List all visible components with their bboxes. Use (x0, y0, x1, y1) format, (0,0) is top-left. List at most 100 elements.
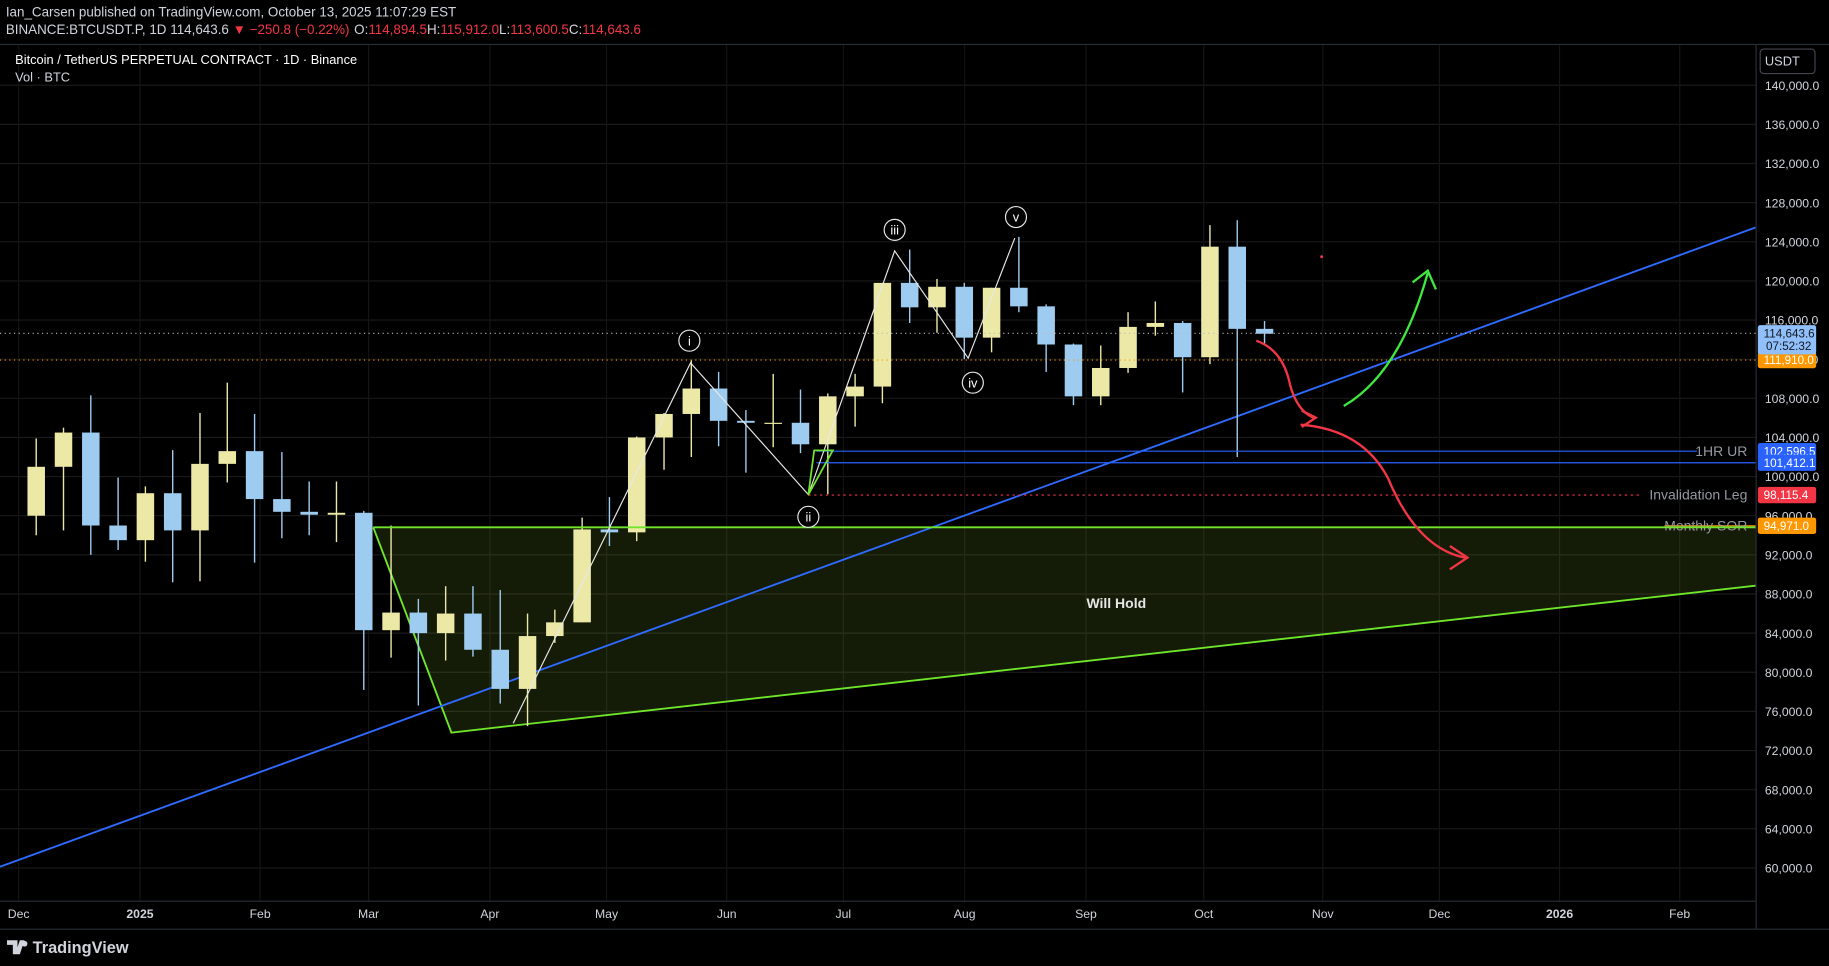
candle-body (54, 432, 73, 467)
candle-body (27, 466, 45, 516)
candles (27, 220, 1274, 727)
publisher: Ian_Carsen (6, 4, 75, 19)
wave-circle (961, 371, 984, 394)
y-tick-label: 132,000.0 (1765, 157, 1820, 171)
candle-body (273, 499, 291, 512)
wave-label: i (688, 333, 691, 348)
y-tick-label: 60,000.0 (1765, 862, 1813, 876)
zone-label: Will Hold (1086, 595, 1146, 611)
x-tick-label: Jul (836, 907, 852, 921)
hold-zone (373, 527, 1756, 733)
legend-volume: Vol · BTC (15, 70, 70, 85)
ohlc-value: 115,912.0 (440, 22, 499, 37)
candle-body (682, 388, 701, 414)
wave-circle (883, 218, 906, 241)
red-arrowhead (1449, 545, 1470, 571)
y-tick-label: 92,000.0 (1765, 549, 1813, 563)
candle-body (655, 413, 673, 438)
red-arrowhead (1301, 409, 1319, 428)
wave-path (512, 237, 1016, 724)
wave-label: iii (890, 223, 899, 238)
candle-body (546, 622, 564, 637)
quote-line: BINANCE:BTCUSDT.P, 1D 114,643.6 ▼ −250.8… (6, 22, 641, 37)
y-tick-label: 80,000.0 (1765, 666, 1813, 680)
y-tick-label: 88,000.0 (1765, 588, 1813, 602)
price-badge-label: 101,412.1 (1764, 457, 1816, 470)
candle-body (600, 529, 619, 533)
level-name: 1HR UR (1695, 443, 1747, 459)
candle-body (1119, 326, 1137, 368)
x-tick-label: Feb (1669, 907, 1690, 921)
ohlc-label: C: (569, 22, 582, 37)
candle-body (218, 451, 237, 464)
y-tick-label: 72,000.0 (1765, 744, 1813, 758)
candle-body (1146, 322, 1165, 327)
price-badge (1757, 454, 1817, 471)
x-tick-label: Apr (480, 907, 499, 921)
price-badge (1757, 486, 1817, 504)
x-tick-label: Dec (1429, 907, 1451, 921)
x-tick-label: May (595, 907, 619, 921)
green-arrowhead (1411, 268, 1437, 290)
candle-body (1064, 344, 1083, 397)
candle-body (873, 282, 892, 387)
candle-body (1201, 246, 1219, 358)
ohlc-value: 113,600.5 (510, 22, 569, 37)
levels: 1HR UR Invalidation Leg Monthly SOR (0, 332, 1756, 533)
y-tick-label: 124,000.0 (1765, 235, 1820, 249)
logo-mark (6, 940, 25, 955)
y-axis: 60,000.0 64,000.0 68,000.0 72,000.0 76,000.0… (1765, 79, 1820, 876)
x-tick-label: Sep (1075, 907, 1097, 921)
symbol: BINANCE:BTCUSDT.P, 1D (6, 22, 167, 37)
candle-body (982, 287, 1001, 338)
x-axis: Dec 2025 Feb Mar Apr May Jun Jul Aug Sep Oct Nov Dec… (8, 907, 1691, 921)
level-name: Monthly SOR (1664, 517, 1747, 533)
wave-label: iv (968, 375, 978, 390)
wave-circle (1004, 205, 1028, 229)
candle-body (355, 512, 373, 631)
candle-body (82, 432, 100, 526)
y-tick-label: 76,000.0 (1765, 705, 1813, 719)
candle-body (436, 613, 455, 634)
candle-body (163, 493, 182, 531)
y-tick-label: 100,000.0 (1765, 470, 1820, 484)
price-badge (1757, 517, 1817, 534)
candle-body (791, 422, 810, 445)
x-tick-label: Jun (717, 907, 737, 921)
green-arrow (1343, 272, 1429, 408)
level-name: Invalidation Leg (1649, 487, 1747, 503)
price-axis (1755, 44, 1829, 929)
currency[interactable]: USDT (1765, 53, 1800, 68)
dot (1320, 255, 1323, 259)
candle-body (573, 529, 591, 623)
wave-circle (797, 505, 820, 528)
change: ▼ −250.8 (−0.22%) (233, 22, 350, 37)
wave-label: v (1013, 210, 1020, 225)
candle-body (464, 613, 482, 650)
price-badge (1757, 351, 1817, 369)
candle-body (191, 463, 209, 531)
y-tick-label: 64,000.0 (1765, 822, 1813, 836)
footer-logo: TradingView (33, 939, 129, 957)
candle-body (1228, 246, 1246, 329)
candle-body (1092, 367, 1110, 397)
wave-circle (678, 329, 701, 352)
candle-body (928, 286, 946, 308)
ohlc-label: O: (354, 22, 368, 37)
x-tick-label: Aug (954, 907, 976, 921)
currency-box[interactable] (1759, 48, 1816, 75)
price-badge-label: 98,115.4 (1764, 489, 1809, 502)
candle-body (627, 437, 646, 533)
candle-body (409, 612, 428, 634)
candle-body (300, 511, 318, 515)
candle-body (1255, 328, 1274, 334)
logo-mark (21, 940, 28, 947)
ohlc-label: L: (499, 22, 510, 37)
candle-body (1037, 306, 1055, 345)
candle-body (900, 282, 919, 308)
price-badges: 102,596.5101,412.198,115.494,971.0111,91… (1757, 325, 1817, 534)
price-badge-label: 94,971.0 (1764, 520, 1810, 533)
